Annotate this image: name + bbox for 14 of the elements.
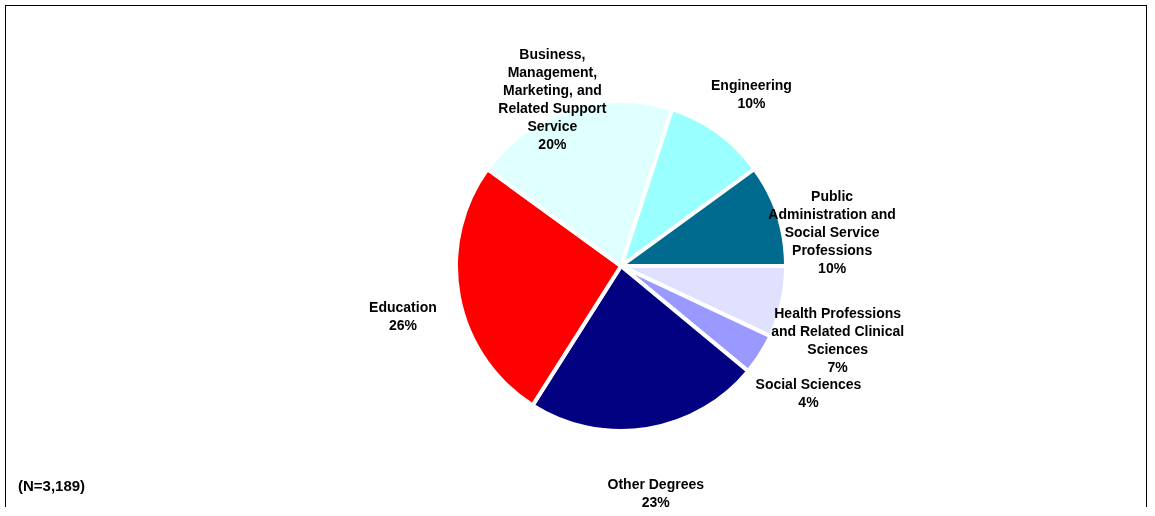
- data-label: 23%: [641, 494, 671, 511]
- data-label: 10%: [737, 95, 767, 112]
- slice-label: Other Degrees: [607, 476, 705, 493]
- data-label: 20%: [538, 135, 567, 152]
- data-label: 7%: [827, 359, 849, 376]
- slice-label: Education: [369, 298, 437, 315]
- data-label: 26%: [388, 316, 418, 333]
- slice-label: Engineering: [711, 77, 792, 94]
- slice-label: Business, Management, Marketing, and Related Support Service: [498, 45, 607, 134]
- slice-label: Health Professions and Related Clinical Sciences: [771, 305, 905, 358]
- data-label: 10%: [818, 260, 847, 277]
- text: (N=3,189): [18, 477, 86, 494]
- slice-label: Social Sciences: [755, 375, 862, 392]
- data-label: 4%: [798, 393, 820, 410]
